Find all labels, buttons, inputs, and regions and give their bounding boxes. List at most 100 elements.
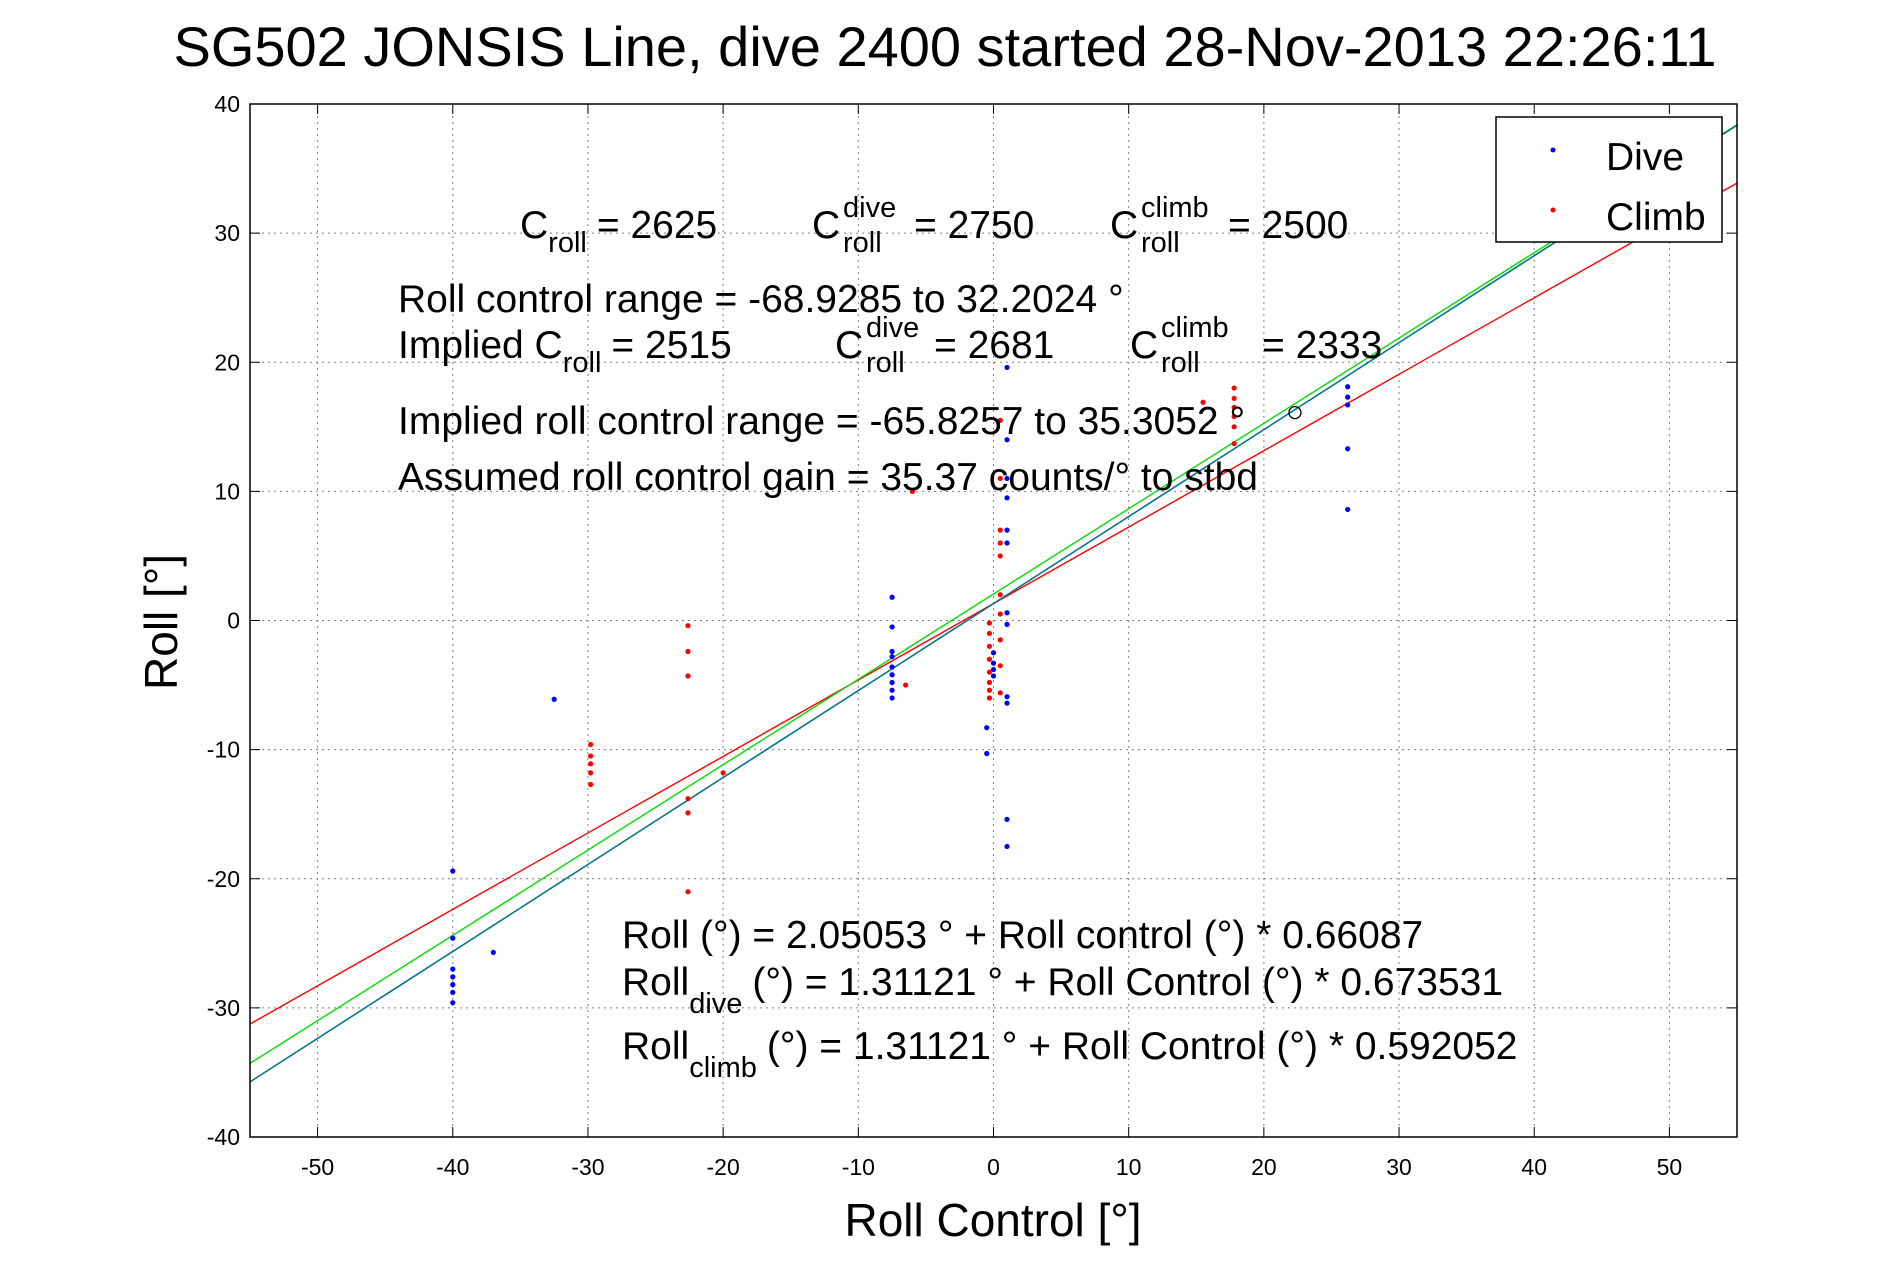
dive-point xyxy=(1004,621,1010,627)
climb-point xyxy=(1231,395,1237,402)
impl-climb-label: C xyxy=(1130,324,1158,367)
dive-point xyxy=(889,654,895,660)
x-tick-label: 20 xyxy=(1251,1154,1277,1180)
legend-dive-marker xyxy=(1550,147,1556,153)
climb-point xyxy=(986,620,993,626)
fit-climb-pre: Roll xyxy=(622,1025,689,1068)
dive-point xyxy=(984,725,990,731)
climb-point xyxy=(588,770,594,776)
chart-title: SG502 JONSIS Line, dive 2400 started 28-… xyxy=(173,15,1716,78)
dive-point xyxy=(1345,402,1351,408)
dive-point xyxy=(990,660,997,666)
c-climb-sup: climb xyxy=(1141,192,1209,224)
dive-point xyxy=(1004,694,1010,700)
c-roll-label: Croll = 2625 xyxy=(520,204,717,259)
impl-climb-sub: roll xyxy=(1161,347,1200,379)
climb-point xyxy=(986,695,993,701)
dive-point xyxy=(450,989,456,995)
fit-climb-label: Rollclimb (°) = 1.31121 ° + Roll Control … xyxy=(622,1025,1518,1084)
fit-dive-rest: (°) = 1.31121 ° + Roll Control (°) * 0.6… xyxy=(752,961,1503,1004)
x-tick-label: -10 xyxy=(842,1154,875,1180)
climb-point xyxy=(720,770,726,776)
climb-point xyxy=(1231,413,1237,420)
fit-lines xyxy=(249,124,1738,1083)
c-climb: C xyxy=(1110,204,1138,247)
x-tick-label: -20 xyxy=(707,1154,740,1180)
climb-point xyxy=(986,669,993,675)
climb-point xyxy=(997,417,1003,423)
dive-point xyxy=(990,650,997,656)
y-tick-label: 30 xyxy=(214,220,240,246)
dive-point xyxy=(889,648,895,655)
x-tick-label: 30 xyxy=(1386,1154,1412,1180)
c-climb-val: = 2500 xyxy=(1228,204,1348,247)
c-dive-sub: roll xyxy=(843,227,882,259)
roll-range-label: Roll control range = -68.9285 to 32.2024… xyxy=(398,278,1124,321)
c-climb-sub: roll xyxy=(1141,227,1180,259)
climb-point xyxy=(986,679,993,686)
climb-point xyxy=(588,753,594,759)
climb-point xyxy=(685,623,691,629)
dive-point xyxy=(889,679,895,686)
dive-point xyxy=(1345,394,1351,400)
climb-point xyxy=(685,673,691,679)
impl-climb-val: = 2333 xyxy=(1262,324,1382,367)
y-tick-label: 10 xyxy=(214,478,240,504)
climb-point xyxy=(997,637,1003,643)
climb-point xyxy=(997,553,1003,559)
x-ticks: -50 -40 -30 -20 -10 0 10 20 30 40 50 xyxy=(301,104,1682,1180)
implied-range-label: Implied roll control range = -65.8257 to… xyxy=(398,400,1245,443)
implied-prefix: Implied C xyxy=(398,324,563,367)
x-tick-label: 50 xyxy=(1657,1154,1683,1180)
impl-dive-label: C xyxy=(835,324,863,367)
dive-point xyxy=(1345,384,1351,390)
climb-point xyxy=(685,810,691,816)
dive-point xyxy=(889,624,895,630)
dive-point xyxy=(1004,700,1010,706)
dive-point xyxy=(889,664,895,670)
dive-point xyxy=(450,966,456,972)
dive-point xyxy=(1004,527,1010,533)
fit-dive-label: Rolldive (°) = 1.31121 ° + Roll Control (… xyxy=(622,961,1503,1020)
y-tick-label: 40 xyxy=(214,91,240,117)
dive-point xyxy=(1004,540,1010,546)
x-tick-label: 40 xyxy=(1521,1154,1547,1180)
climb-point xyxy=(1231,385,1237,391)
y-tick-label: -10 xyxy=(207,737,240,763)
climb-point xyxy=(909,488,915,494)
c-dive-sup: dive xyxy=(843,192,896,224)
y-tick-label: -20 xyxy=(207,866,240,892)
gain-label: Assumed roll control gain = 35.37 counts… xyxy=(398,456,1258,499)
climb-point xyxy=(986,687,993,693)
y-axis-label: Roll [°] xyxy=(135,554,187,690)
dive-point xyxy=(1004,843,1010,850)
legend-climb-marker xyxy=(1550,207,1556,213)
climb-point xyxy=(685,889,691,895)
dive-point xyxy=(889,687,895,693)
legend-dive-label: Dive xyxy=(1606,136,1684,179)
dive-point xyxy=(450,982,456,988)
climb-point xyxy=(588,761,594,767)
impl-dive-sup: dive xyxy=(866,312,919,344)
climb-point xyxy=(685,796,691,802)
climb-point xyxy=(986,656,993,662)
implied-val: = 2515 xyxy=(611,324,731,367)
data-points xyxy=(450,364,1351,1006)
dive-point xyxy=(1345,446,1351,452)
dive-point xyxy=(1345,506,1351,513)
dive-point xyxy=(990,673,997,679)
dive-point xyxy=(490,949,496,955)
fit-line xyxy=(249,124,1738,1064)
center-marker-circle xyxy=(1288,405,1302,420)
legend-climb-label: Climb xyxy=(1606,196,1706,239)
x-tick-label: -50 xyxy=(301,1154,334,1180)
dive-point xyxy=(1004,816,1010,822)
y-tick-label: 0 xyxy=(227,608,240,634)
climb-point xyxy=(903,682,909,688)
plot-frame xyxy=(249,103,1738,1138)
fit-all-label: Roll (°) = 2.05053 ° + Roll control (°) … xyxy=(622,914,1423,957)
climb-point xyxy=(986,643,993,649)
climb-point xyxy=(1231,440,1237,447)
y-tick-label: -40 xyxy=(207,1124,240,1150)
c-climb-label: C xyxy=(1110,204,1138,247)
